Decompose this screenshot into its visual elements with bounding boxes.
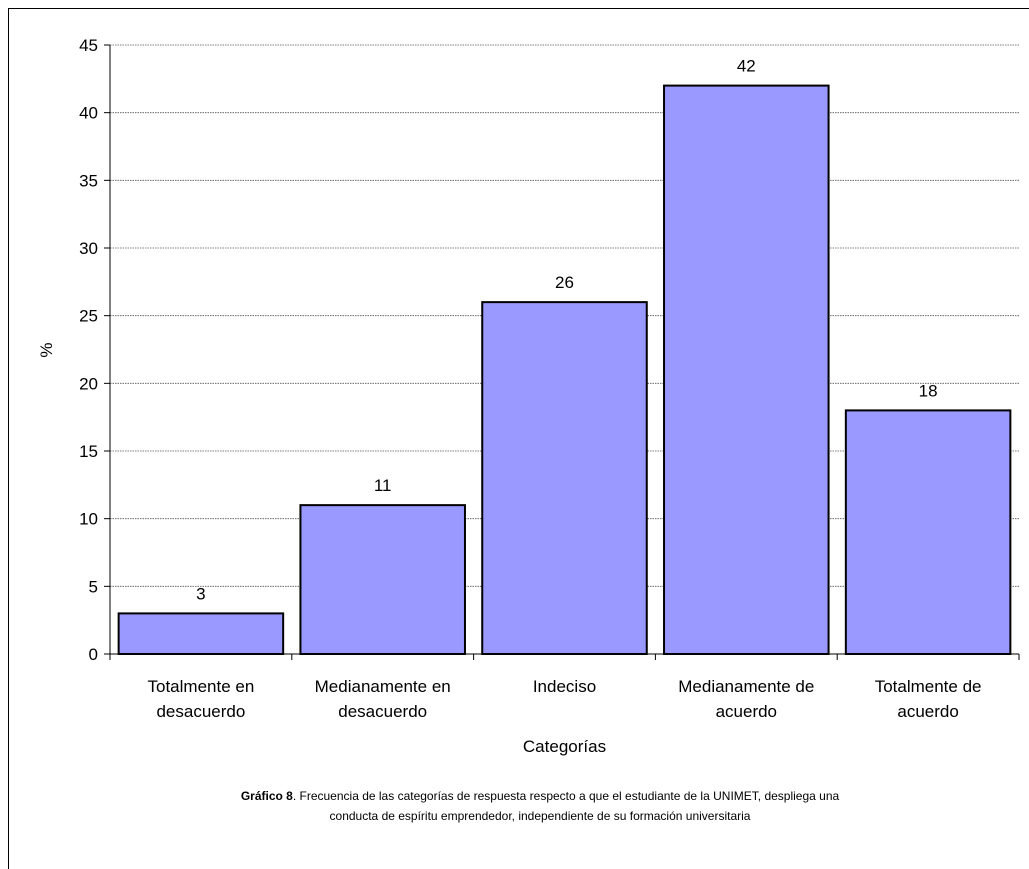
y-tick-label: 40	[79, 104, 98, 123]
y-tick-label: 15	[79, 442, 98, 461]
x-tick-label: Medianamente en	[315, 677, 451, 696]
x-tick-label: acuerdo	[897, 702, 958, 721]
y-tick-label: 0	[89, 645, 98, 664]
data-label: 42	[737, 57, 756, 76]
x-axis-label: Categorías	[523, 737, 606, 756]
bar-chart: 0 5 10 15 20 25 30 35 40 45% 3 Totalmente en desacue…	[37, 36, 1020, 756]
x-tick-label: desacuerdo	[156, 702, 245, 721]
caption-line2: conducta de espíritu emprendedor, indepe…	[329, 809, 751, 823]
y-tick-label: 45	[79, 36, 98, 55]
bar	[299, 504, 466, 655]
x-tick-label: Indeciso	[533, 677, 596, 696]
y-tick-label: 25	[79, 307, 98, 326]
bar	[663, 84, 830, 656]
y-tick-label: 35	[79, 171, 98, 190]
y-tick-label: 10	[79, 510, 98, 529]
y-tick-label: 20	[79, 374, 98, 393]
data-label: 11	[374, 476, 392, 495]
x-tick-label: Totalmente de	[875, 677, 982, 696]
y-tick-label: 30	[79, 239, 98, 258]
bar	[481, 301, 648, 655]
figure-caption: Gráfico 8. Frecuencia de las categorías …	[40, 786, 1029, 826]
bar	[844, 409, 1012, 655]
chart-frame	[8, 8, 1029, 869]
bar	[117, 612, 285, 656]
y-tick-label: 5	[89, 577, 98, 596]
caption-text: . Frecuencia de las categorías de respue…	[292, 789, 840, 803]
x-tick-label: Totalmente en	[148, 677, 255, 696]
x-tick-label: acuerdo	[716, 702, 777, 721]
x-tick-label: desacuerdo	[338, 702, 427, 721]
x-tick-label: Medianamente de	[678, 677, 814, 696]
caption-label: Gráfico 8	[240, 789, 293, 803]
data-label: 3	[196, 584, 205, 603]
y-axis-label: %	[37, 342, 56, 357]
data-label: 26	[555, 273, 574, 292]
data-label: 18	[919, 381, 938, 400]
